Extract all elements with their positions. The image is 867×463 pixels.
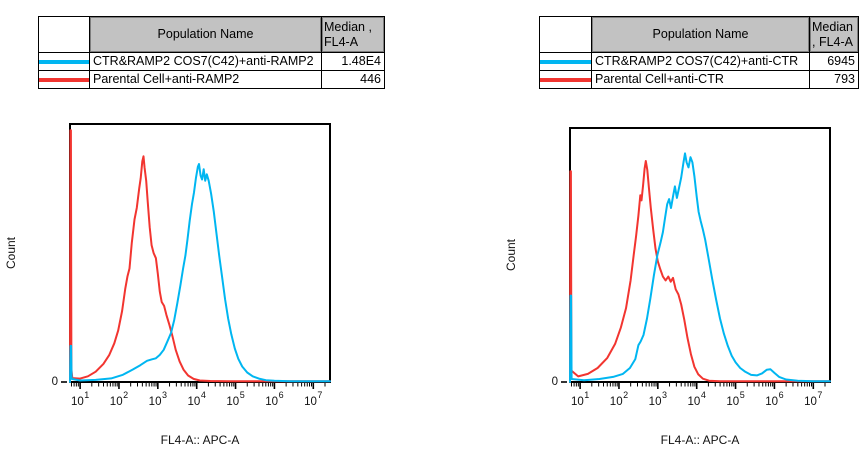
y-zero-label: 0 [552, 376, 558, 388]
y-zero-label: 0 [52, 376, 58, 388]
x-tick-label: 106 [265, 390, 283, 408]
median-header-line2: , FL4-A [812, 34, 853, 49]
median-header: Median , FL4-A [809, 17, 858, 52]
median-header-line1: Median , [324, 19, 372, 34]
median-value-cell: 1.48E4 [321, 52, 384, 70]
series-color-swatch-red [39, 77, 89, 82]
x-tick-label: 105 [726, 390, 744, 408]
table-row-swatch-cell [540, 52, 591, 70]
population-name-header: Population Name [89, 17, 321, 52]
table-row-swatch-cell [39, 70, 89, 88]
histogram-curve-ctr-ramp2-cos7-c42-anti-ctr [569, 152, 831, 383]
plot-frame [69, 123, 331, 383]
legend-table-left: Population Name Median , FL4-A CTR&RAMP2… [38, 16, 385, 89]
population-name-header: Population Name [591, 17, 809, 52]
x-tick-label: 105 [226, 390, 244, 408]
median-value-cell: 793 [809, 70, 858, 88]
plot-frame [569, 127, 831, 383]
x-tick-label: 103 [649, 390, 667, 408]
x-axis-title: FL4-A:: APC-A [661, 433, 740, 447]
x-tick-label: 104 [188, 390, 206, 408]
histogram-curve-ctr-ramp2-cos7-c42-anti-ramp2 [69, 163, 331, 383]
median-value-cell: 446 [321, 70, 384, 88]
series-color-swatch-red [540, 77, 591, 82]
x-tick-label: 101 [71, 390, 89, 408]
x-tick-label: 103 [149, 390, 167, 408]
legend-table-right: Population Name Median , FL4-A CTR&RAMP2… [539, 16, 859, 89]
y-axis-title: Count [504, 238, 518, 271]
population-name-cell: CTR&RAMP2 COS7(C42)+anti-CTR [591, 52, 809, 70]
x-tick-label: 104 [688, 390, 706, 408]
population-name-cell: Parental Cell+anti-RAMP2 [89, 70, 321, 88]
median-header: Median , FL4-A [321, 17, 384, 52]
legend-corner-cell [540, 17, 591, 52]
series-color-swatch-cyan [39, 59, 89, 64]
table-row-swatch-cell [39, 52, 89, 70]
median-header-line1: Median [812, 19, 853, 34]
population-name-cell: Parental Cell+anti-CTR [591, 70, 809, 88]
median-value-cell: 6945 [809, 52, 858, 70]
table-row-swatch-cell [540, 70, 591, 88]
x-axis-title: FL4-A:: APC-A [161, 433, 240, 447]
median-header-line2: FL4-A [324, 34, 359, 49]
y-axis-title: Count [4, 236, 18, 269]
histogram-curve-parental-cell-anti-ramp2 [69, 129, 331, 383]
legend-corner-cell [39, 17, 89, 52]
population-name-cell: CTR&RAMP2 COS7(C42)+anti-RAMP2 [89, 52, 321, 70]
population-name-header-label: Population Name [157, 26, 254, 41]
x-tick-label: 106 [765, 390, 783, 408]
x-tick-label: 102 [110, 390, 128, 408]
histogram-curve-parental-cell-anti-ctr [569, 160, 831, 383]
x-tick-label: 102 [610, 390, 628, 408]
population-name-header-label: Population Name [652, 26, 749, 41]
x-tick-label: 107 [804, 390, 822, 408]
x-tick-label: 107 [304, 390, 322, 408]
x-tick-label: 101 [571, 390, 589, 408]
series-color-swatch-cyan [540, 59, 591, 64]
